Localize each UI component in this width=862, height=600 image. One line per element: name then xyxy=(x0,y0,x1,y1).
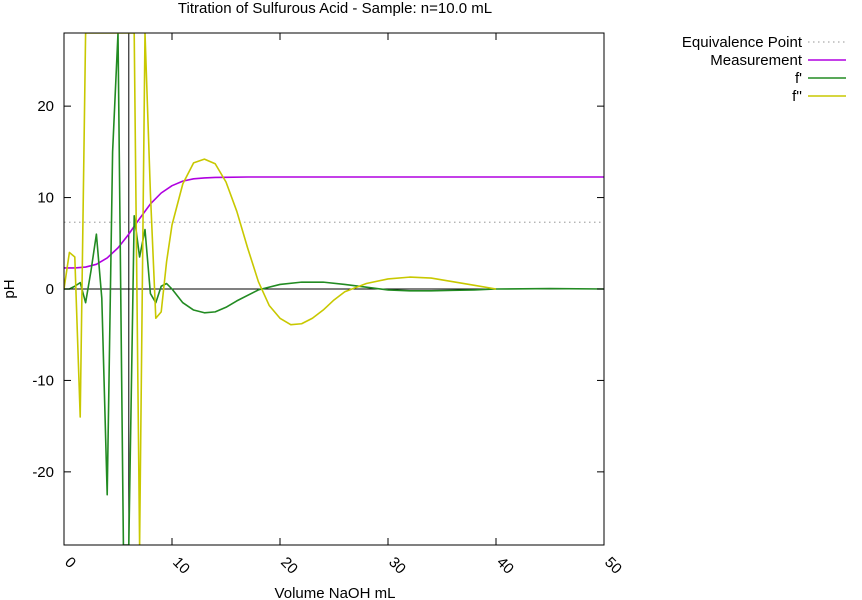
series-line-f-prime xyxy=(64,33,604,545)
legend-f-prime-label: f' xyxy=(795,70,802,87)
y-tick-label: 0 xyxy=(46,281,54,298)
legend-equivalence-point-label: Equivalence Point xyxy=(682,34,803,51)
series-line-f-double-prime xyxy=(64,33,497,545)
axes: -20 -10 0 10 20 0 10 20 30 40 50 xyxy=(32,32,625,578)
chart-title: Titration of Sulfurous Acid - Sample: n=… xyxy=(178,0,492,17)
legend-measurement-label: Measurement xyxy=(710,52,803,69)
legend-f-double-prime-label: f'' xyxy=(792,88,802,105)
x-tick-label: 40 xyxy=(493,554,517,578)
x-tick-label: 10 xyxy=(169,554,193,578)
x-tick-label: 20 xyxy=(277,554,301,578)
x-tick-label: 0 xyxy=(61,554,79,572)
y-tick-label: 10 xyxy=(37,190,54,207)
x-axis-title: Volume NaOH mL xyxy=(275,585,396,600)
y-tick-label: 20 xyxy=(37,98,54,115)
y-tick-label: -20 xyxy=(32,464,54,481)
x-tick-label: 50 xyxy=(601,554,625,578)
plot-area xyxy=(64,33,604,545)
y-tick-label: -10 xyxy=(32,372,54,389)
y-axis-title: pH xyxy=(1,279,18,298)
series-line-measurement xyxy=(64,176,604,269)
x-tick-label: 30 xyxy=(385,554,409,578)
